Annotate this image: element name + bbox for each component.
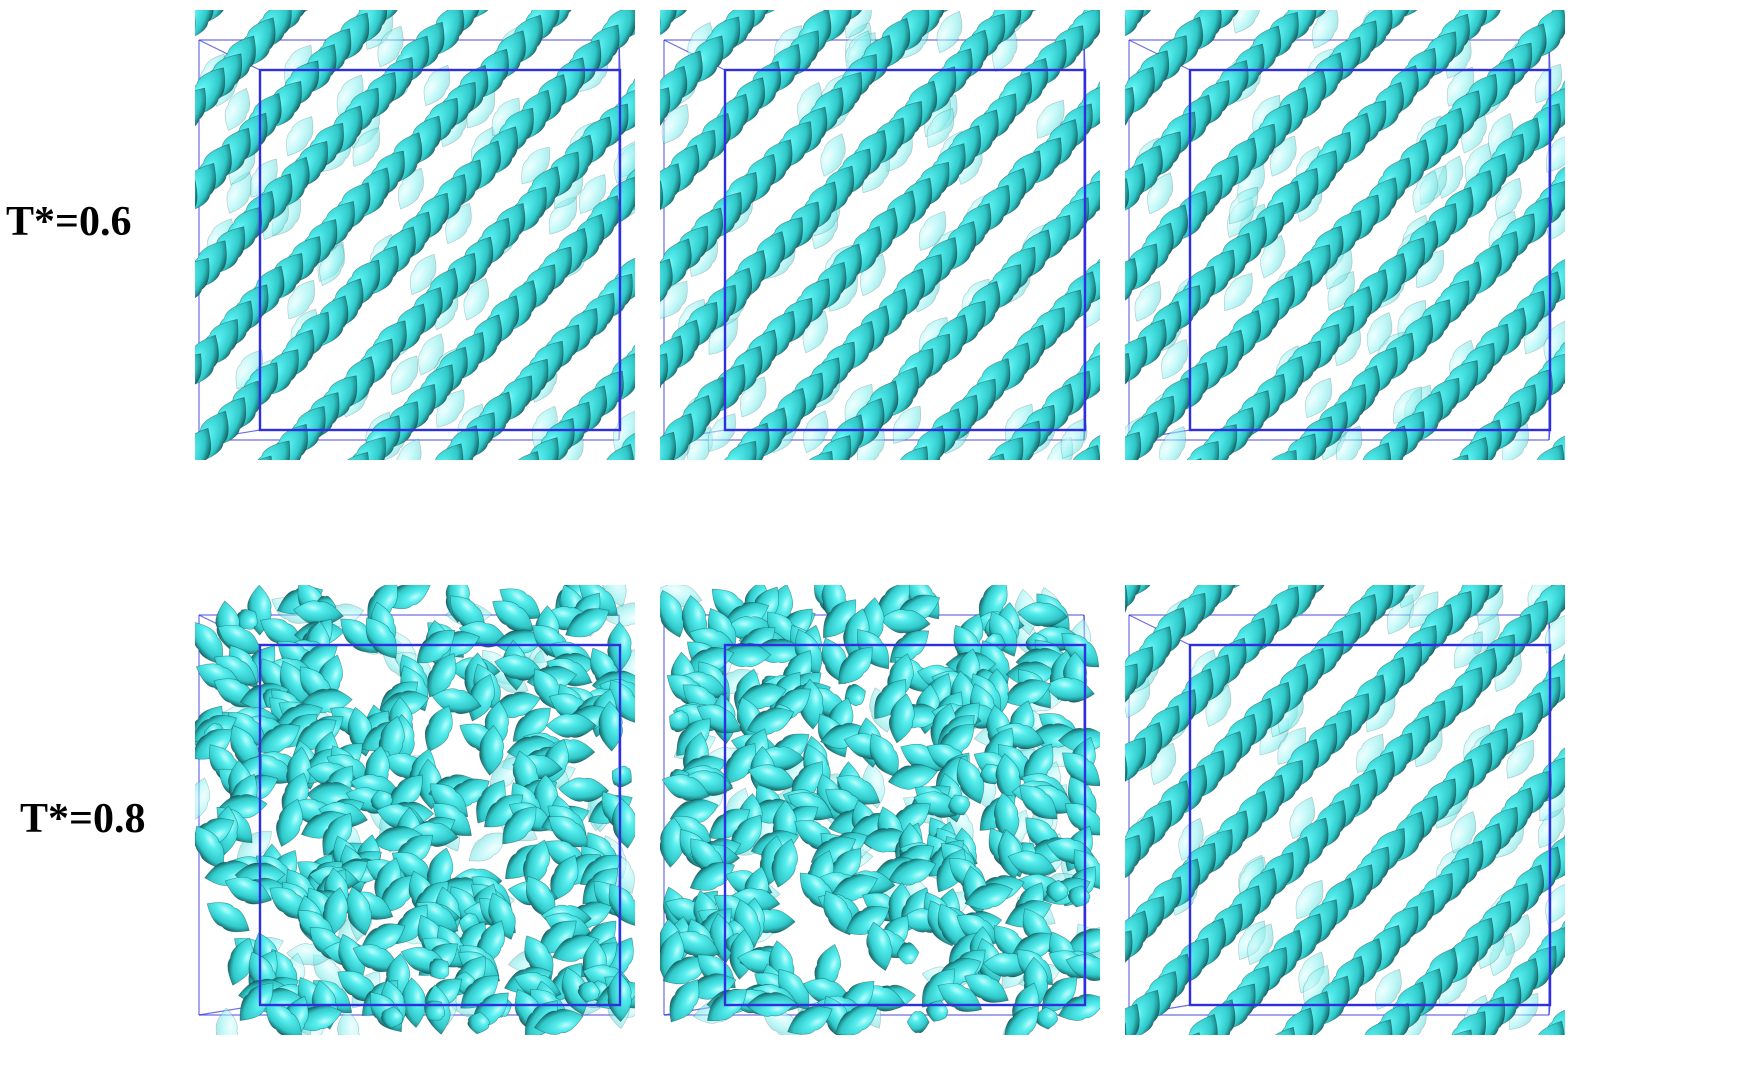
snapshot-panel-t08-2 xyxy=(660,585,1100,1035)
snapshot-panel-t06-2 xyxy=(660,10,1100,460)
snapshot-panel-t08-3 xyxy=(1125,585,1565,1035)
row-label-t08: T*=0.8 xyxy=(20,796,146,842)
snapshot-panel-t06-3 xyxy=(1125,10,1565,460)
row-label-t06: T*=0.6 xyxy=(6,199,132,245)
snapshot-panel-t06-1 xyxy=(195,10,635,460)
snapshot-panel-t08-1 xyxy=(195,585,635,1035)
